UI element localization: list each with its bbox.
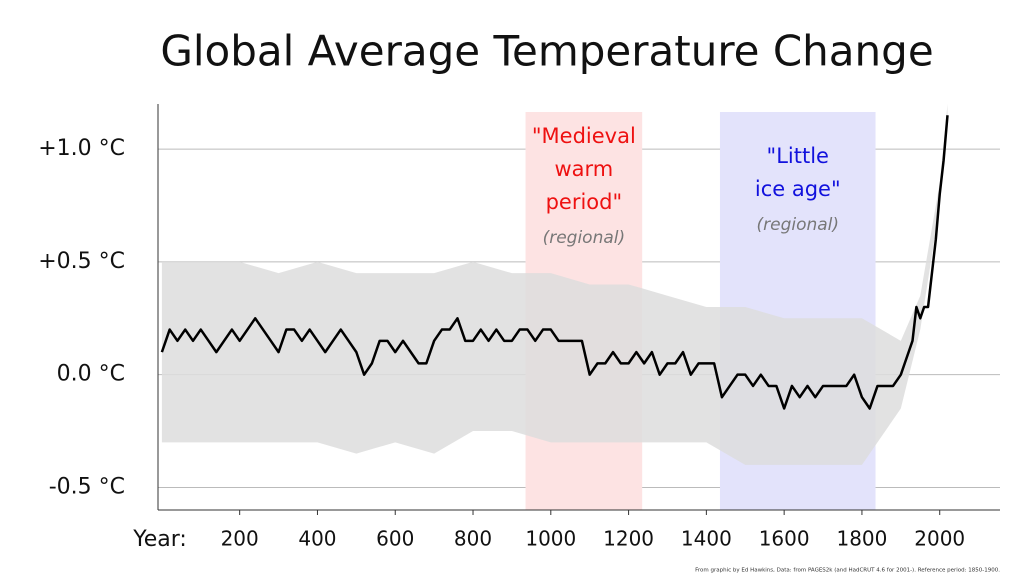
x-axis-label: Year: bbox=[132, 527, 187, 552]
period-note: (regional) bbox=[756, 215, 839, 235]
period-label: "Medieval bbox=[532, 124, 636, 148]
x-tick-label: 1000 bbox=[525, 527, 576, 551]
x-tick-label: 600 bbox=[376, 527, 414, 551]
x-tick-label: 1400 bbox=[681, 527, 732, 551]
y-tick-label: +1.0 °C bbox=[38, 136, 125, 161]
period-label: warm bbox=[554, 157, 613, 181]
x-tick-label: 200 bbox=[221, 527, 259, 551]
x-tick-label: 400 bbox=[298, 527, 336, 551]
footnote: From graphic by Ed Hawkins, Data: from P… bbox=[695, 568, 1000, 574]
y-tick-label: +0.5 °C bbox=[38, 249, 125, 274]
period-label: ice age" bbox=[755, 177, 841, 201]
period-note: (regional) bbox=[543, 228, 626, 248]
x-tick-label: 1800 bbox=[836, 527, 887, 551]
y-tick-label: 0.0 °C bbox=[57, 362, 125, 387]
temperature-line bbox=[160, 115, 949, 410]
y-tick-label: -0.5 °C bbox=[49, 474, 125, 499]
period-label: period" bbox=[546, 190, 623, 214]
x-tick-label: 800 bbox=[454, 527, 492, 551]
period-label: "Little bbox=[767, 144, 829, 168]
x-tick-label: 1600 bbox=[759, 527, 810, 551]
x-tick-label: 1200 bbox=[603, 527, 654, 551]
x-tick-label: 2000 bbox=[914, 527, 965, 551]
chart-title: Global Average Temperature Change bbox=[160, 27, 933, 76]
uncertainty-band bbox=[161, 104, 948, 465]
